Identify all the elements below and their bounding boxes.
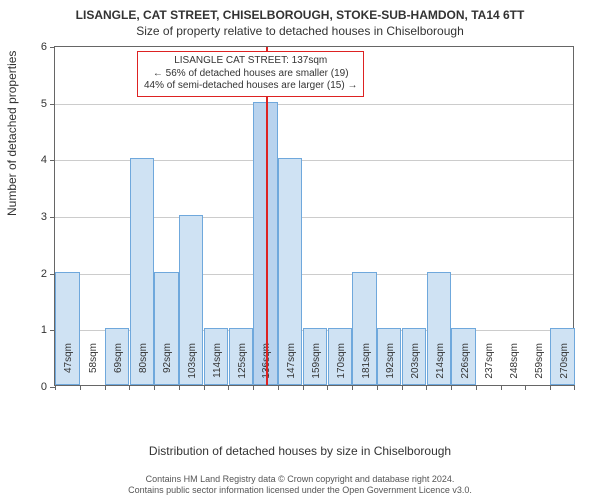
y-tick-label: 1: [41, 324, 55, 336]
x-tick: [574, 385, 575, 390]
y-tick-label: 2: [41, 268, 55, 280]
footer-attribution: Contains HM Land Registry data © Crown c…: [8, 474, 592, 496]
x-tick: [154, 385, 155, 390]
x-tick-label: 214sqm: [435, 343, 446, 393]
x-tick-label: 259sqm: [534, 343, 545, 393]
x-tick-label: 203sqm: [410, 343, 421, 393]
y-tick-label: 4: [41, 154, 55, 166]
x-tick: [476, 385, 477, 390]
annotation-line2: ← 56% of detached houses are smaller (19…: [144, 68, 357, 81]
annotation-box: LISANGLE CAT STREET: 137sqm ← 56% of det…: [137, 51, 364, 97]
y-tick-label: 5: [41, 98, 55, 110]
plot-box: LISANGLE CAT STREET: 137sqm ← 56% of det…: [54, 46, 574, 386]
x-tick: [501, 385, 502, 390]
chart-title-sub: Size of property relative to detached ho…: [0, 22, 600, 38]
x-tick: [525, 385, 526, 390]
x-tick: [402, 385, 403, 390]
y-tick-label: 0: [41, 381, 55, 393]
x-tick-label: 181sqm: [361, 343, 372, 393]
footer-line2: Contains public sector information licen…: [8, 485, 592, 496]
y-tick-label: 6: [41, 41, 55, 53]
x-tick-label: 248sqm: [509, 343, 520, 393]
x-tick-label: 192sqm: [385, 343, 396, 393]
x-tick-label: 170sqm: [336, 343, 347, 393]
x-tick: [179, 385, 180, 390]
annotation-line1: LISANGLE CAT STREET: 137sqm: [144, 55, 357, 68]
x-tick: [377, 385, 378, 390]
x-tick-label: 159sqm: [311, 343, 322, 393]
chart-container: LISANGLE, CAT STREET, CHISELBOROUGH, STO…: [0, 0, 600, 500]
x-tick: [204, 385, 205, 390]
x-tick: [352, 385, 353, 390]
grid-line: [55, 104, 573, 105]
chart-title-main: LISANGLE, CAT STREET, CHISELBOROUGH, STO…: [0, 0, 600, 22]
x-tick-label: 92sqm: [162, 343, 173, 393]
x-tick-label: 80sqm: [138, 343, 149, 393]
x-tick: [105, 385, 106, 390]
x-tick: [278, 385, 279, 390]
x-tick: [327, 385, 328, 390]
x-tick-label: 58sqm: [88, 343, 99, 393]
x-tick-label: 103sqm: [187, 343, 198, 393]
x-tick-label: 47sqm: [63, 343, 74, 393]
x-tick: [426, 385, 427, 390]
x-tick: [80, 385, 81, 390]
x-axis-label: Distribution of detached houses by size …: [0, 444, 600, 458]
x-tick: [129, 385, 130, 390]
x-tick-label: 125sqm: [237, 343, 248, 393]
x-tick-label: 270sqm: [559, 343, 570, 393]
y-axis-label: Number of detached properties: [5, 51, 19, 216]
highlight-line: [266, 47, 268, 385]
x-tick: [253, 385, 254, 390]
x-tick-label: 226sqm: [460, 343, 471, 393]
x-tick-label: 69sqm: [113, 343, 124, 393]
annotation-line3: 44% of semi-detached houses are larger (…: [144, 80, 357, 93]
plot-area: LISANGLE CAT STREET: 137sqm ← 56% of det…: [54, 46, 574, 386]
x-tick-label: 147sqm: [286, 343, 297, 393]
x-tick: [303, 385, 304, 390]
footer-line1: Contains HM Land Registry data © Crown c…: [8, 474, 592, 485]
x-tick-label: 237sqm: [484, 343, 495, 393]
x-tick-label: 114sqm: [212, 343, 223, 393]
x-tick: [550, 385, 551, 390]
x-tick: [228, 385, 229, 390]
x-tick: [55, 385, 56, 390]
y-tick-label: 3: [41, 211, 55, 223]
x-tick: [451, 385, 452, 390]
